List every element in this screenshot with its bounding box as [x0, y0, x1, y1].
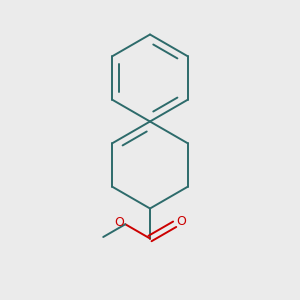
Text: O: O	[114, 216, 124, 229]
Text: O: O	[176, 215, 186, 228]
